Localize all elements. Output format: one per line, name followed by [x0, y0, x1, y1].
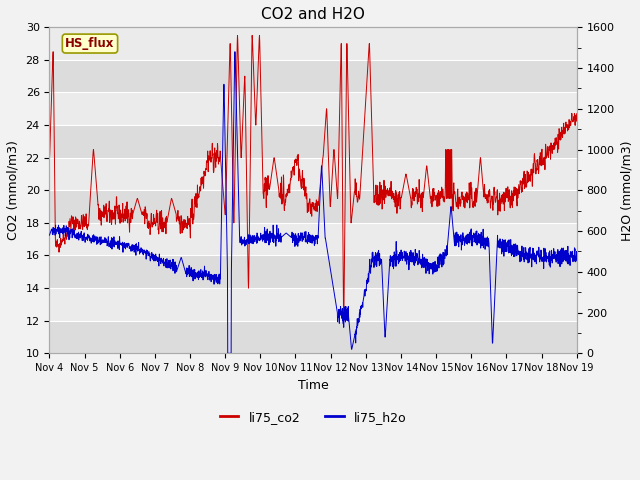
Y-axis label: CO2 (mmol/m3): CO2 (mmol/m3) [7, 140, 20, 240]
Text: HS_flux: HS_flux [65, 37, 115, 50]
Bar [49, 93, 577, 125]
Y-axis label: H2O (mmol/m3): H2O (mmol/m3) [620, 140, 633, 240]
Bar [49, 255, 577, 288]
Title: CO2 and H2O: CO2 and H2O [261, 7, 365, 22]
Bar [49, 158, 577, 190]
Bar [49, 223, 577, 255]
X-axis label: Time: Time [298, 379, 328, 392]
Bar [49, 125, 577, 158]
Bar [49, 27, 577, 60]
Legend: li75_co2, li75_h2o: li75_co2, li75_h2o [214, 406, 412, 429]
Bar [49, 60, 577, 93]
Bar [49, 288, 577, 321]
Bar [49, 321, 577, 353]
Bar [49, 190, 577, 223]
